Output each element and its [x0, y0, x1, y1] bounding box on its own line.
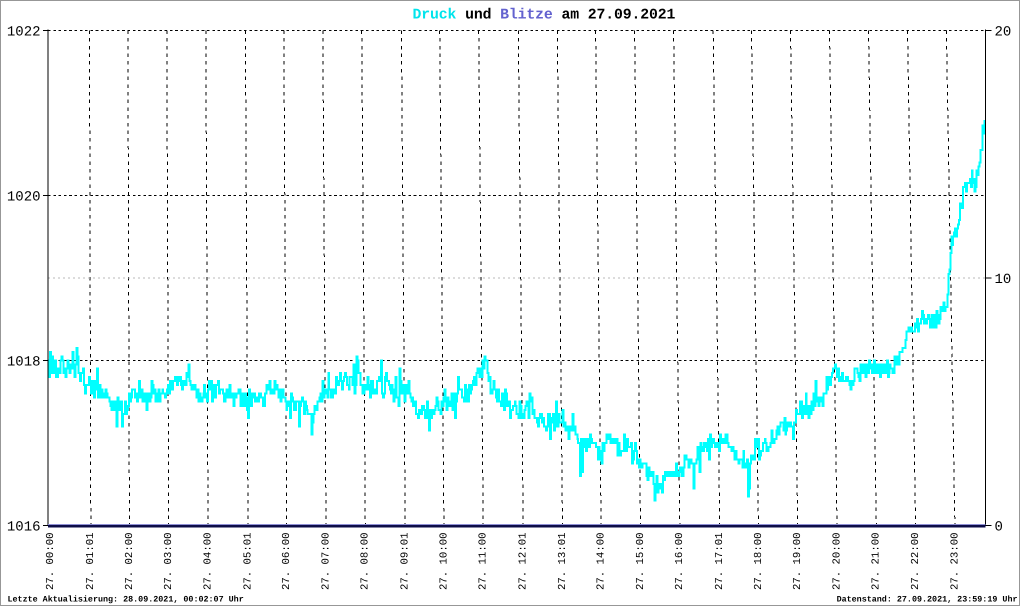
svg-text:20: 20 [995, 24, 1012, 40]
svg-text:27. 12:01: 27. 12:01 [518, 533, 530, 590]
svg-text:27. 07:00: 27. 07:00 [320, 533, 332, 590]
svg-text:27. 14:00: 27. 14:00 [596, 533, 608, 590]
svg-text:27. 23:00: 27. 23:00 [949, 533, 961, 590]
svg-text:1020: 1020 [7, 189, 41, 205]
svg-text:Letzte Aktualisierung: 28.09.2: Letzte Aktualisierung: 28.09.2021, 00:02… [8, 594, 244, 604]
svg-text:27. 15:00: 27. 15:00 [635, 533, 647, 590]
svg-text:27. 18:00: 27. 18:00 [753, 533, 765, 590]
svg-text:27. 03:00: 27. 03:00 [163, 533, 175, 590]
svg-text:27. 11:00: 27. 11:00 [478, 533, 490, 590]
svg-text:1022: 1022 [7, 24, 41, 40]
svg-text:27. 00:00: 27. 00:00 [45, 533, 57, 590]
svg-text:27. 06:00: 27. 06:00 [281, 533, 293, 590]
svg-text:27. 09:01: 27. 09:01 [400, 533, 412, 590]
svg-text:27. 02:00: 27. 02:00 [124, 533, 136, 590]
svg-text:27. 20:00: 27. 20:00 [831, 533, 843, 590]
svg-text:27. 01:01: 27. 01:01 [85, 533, 97, 590]
svg-text:1016: 1016 [7, 520, 41, 536]
svg-text:0: 0 [995, 520, 1003, 536]
svg-text:27. 05:01: 27. 05:01 [242, 533, 254, 590]
svg-text:27. 17:01: 27. 17:01 [714, 533, 726, 590]
svg-text:27. 22:00: 27. 22:00 [910, 533, 922, 590]
svg-text:27. 13:01: 27. 13:01 [557, 533, 569, 590]
svg-text:Datenstand: 27.09.2021, 23:59:: Datenstand: 27.09.2021, 23:59:19 Uhr [837, 594, 1018, 604]
svg-text:27. 04:00: 27. 04:00 [202, 533, 214, 590]
svg-text:27. 19:00: 27. 19:00 [792, 533, 804, 590]
svg-text:10: 10 [995, 272, 1012, 288]
svg-text:27. 21:00: 27. 21:00 [871, 533, 883, 590]
svg-text:27. 08:00: 27. 08:00 [360, 533, 372, 590]
svg-text:27. 10:00: 27. 10:00 [438, 533, 450, 590]
svg-text:27. 16:00: 27. 16:00 [674, 533, 686, 590]
svg-text:Druck und Blitze am 27.09.2021: Druck und Blitze am 27.09.2021 [413, 7, 676, 23]
svg-text:1018: 1018 [7, 354, 41, 370]
